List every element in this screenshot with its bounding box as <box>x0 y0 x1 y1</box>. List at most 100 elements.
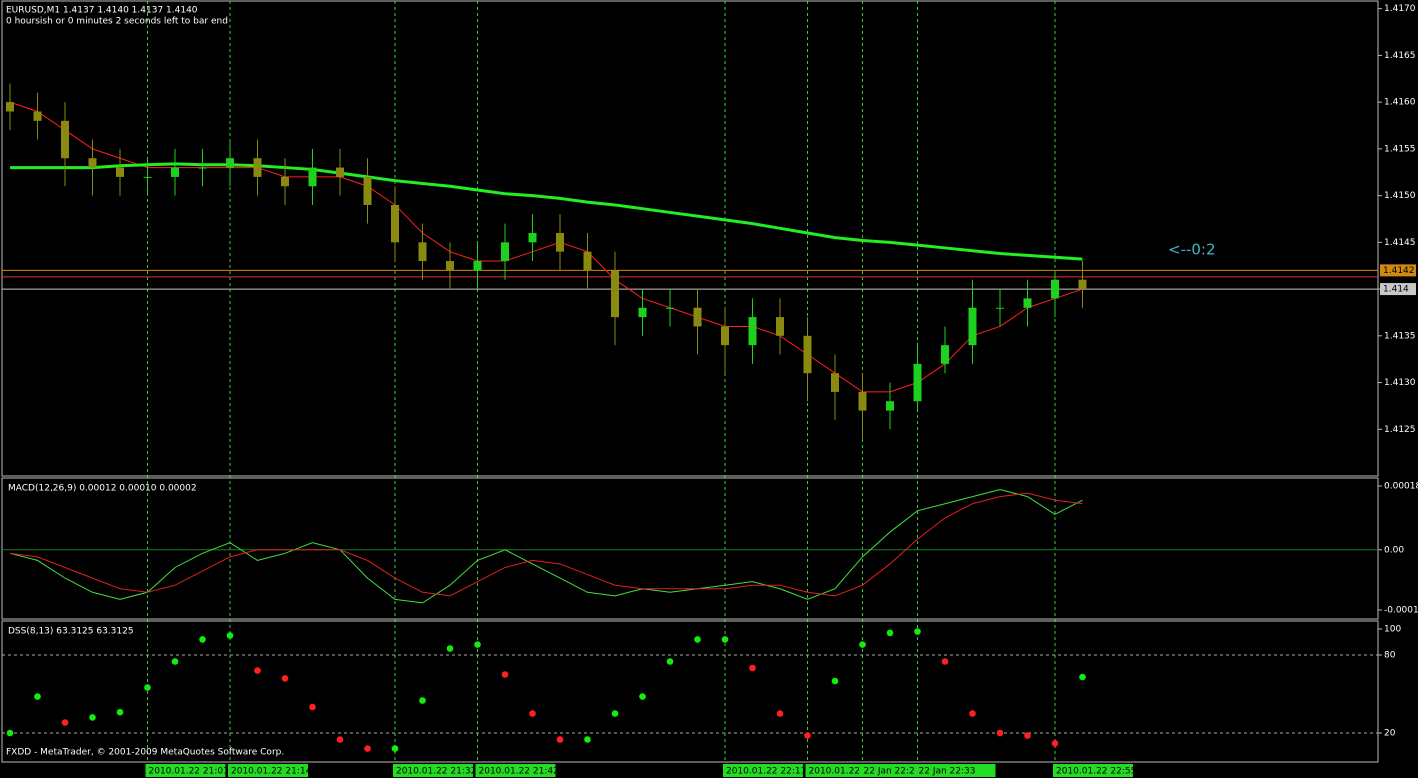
y-tick-label: 1.4155 <box>1384 144 1416 154</box>
candle-body <box>831 373 839 392</box>
dss-dot <box>666 658 674 665</box>
y-tick-label: 1.4125 <box>1384 425 1416 435</box>
dss-dot <box>6 729 14 737</box>
chart-subtitle: 0 hoursish or 0 minutes 2 seconds left t… <box>6 17 228 27</box>
dss-dot <box>336 736 344 743</box>
candle-body <box>88 158 97 168</box>
candle-body <box>391 204 399 243</box>
dss-dot <box>281 675 289 682</box>
dss-dot <box>556 736 564 743</box>
y-tick-label: 0.00 <box>1384 545 1404 555</box>
price-tag-label: 1.4142 <box>1383 266 1415 276</box>
dss-dot <box>254 667 261 674</box>
x-tick-label: 2010.01.22 21:14 <box>231 767 312 777</box>
candle-body <box>308 167 317 187</box>
dss-dot <box>776 710 784 717</box>
y-tick-label: 1.4150 <box>1384 191 1416 201</box>
candle-body <box>913 363 922 402</box>
dss-dot <box>1079 673 1086 681</box>
candle-body <box>886 401 894 411</box>
dss-frame <box>1 620 1379 763</box>
candle-body <box>666 307 674 309</box>
dss-dot <box>996 729 1004 737</box>
candle-body <box>198 167 207 169</box>
candle-body <box>528 232 537 243</box>
y-tick-label: 1.4170 <box>1384 4 1416 14</box>
candle-body <box>61 120 69 159</box>
candle-body <box>611 270 619 318</box>
y-tick-label: 1.4160 <box>1384 98 1416 108</box>
main-frame <box>1 0 1379 477</box>
candle-body <box>418 242 427 262</box>
candle-body <box>776 317 784 336</box>
time-label-bg <box>393 764 473 777</box>
dss-dot <box>639 693 646 700</box>
indicator-line <box>9 101 1083 393</box>
dss-dot <box>529 710 536 717</box>
time-label-bg <box>1053 764 1133 777</box>
y-tick-label: 1.4145 <box>1384 238 1416 248</box>
dss-dot <box>89 714 96 721</box>
candle-body <box>968 307 977 346</box>
candle-body <box>721 326 729 346</box>
indicator-line <box>9 489 1083 604</box>
x-tick-label: 22 Jan 22:33 <box>919 767 976 777</box>
y-tick-label: 1.4130 <box>1384 378 1416 388</box>
candle-body <box>1078 279 1087 290</box>
y-tick-label: 80 <box>1384 651 1396 661</box>
dss-dot <box>364 745 371 752</box>
y-tick-label: 1.4165 <box>1384 51 1416 61</box>
dss-title: DSS(8,13) 63.3125 63.3125 <box>8 627 134 637</box>
y-tick-label: 20 <box>1384 729 1396 739</box>
x-tick-label: 2010.01.22 22:11 <box>726 767 806 777</box>
time-label-bg <box>475 764 556 777</box>
candle-body <box>748 317 757 346</box>
candle-body <box>6 102 14 112</box>
x-tick-label: 2010.01.22 22:55 <box>1056 767 1136 777</box>
candle-body <box>253 158 262 177</box>
dss-dot <box>309 703 316 711</box>
dss-dot <box>969 710 976 717</box>
dss-dot <box>804 732 811 739</box>
dss-dot <box>474 641 481 648</box>
x-tick-label: 22 Jan 22:25 <box>864 767 921 777</box>
candle-body <box>336 167 344 177</box>
dss-dot <box>1051 740 1059 747</box>
candle-body <box>583 251 592 271</box>
dss-dot <box>914 628 921 635</box>
annotation: <--0:2 <box>1168 241 1216 259</box>
dss-dot <box>611 710 619 717</box>
price-tag-label: 1.414 <box>1383 285 1409 295</box>
time-label-bg <box>915 764 996 777</box>
dss-dot <box>61 719 69 726</box>
dss-dot <box>886 629 894 637</box>
indicator-line <box>9 492 1083 597</box>
candle-body <box>226 158 234 168</box>
candle-body <box>363 176 372 205</box>
candle-body <box>638 307 647 318</box>
dss-dot <box>831 677 839 685</box>
time-label-bg <box>723 764 803 777</box>
dss-dot <box>584 736 591 743</box>
dss-dot <box>941 658 949 665</box>
price-tag <box>1380 283 1416 296</box>
dss-dot <box>226 632 234 639</box>
indicator-line <box>10 162 1083 261</box>
dss-dot <box>721 636 729 643</box>
y-tick-label: 1.4135 <box>1384 331 1416 341</box>
macd-title: MACD(12,26,9) 0.00012 0.00010 0.00002 <box>8 484 197 494</box>
x-tick-label: 2010.01.22 22:22 <box>809 767 889 777</box>
dss-dot <box>1024 732 1031 739</box>
dss-dot <box>446 645 454 652</box>
macd-frame <box>1 477 1379 620</box>
dss-dot <box>749 664 756 672</box>
candle-body <box>33 111 42 121</box>
y-tick-label: -0.00017 <box>1384 606 1418 616</box>
y-tick-label: 100 <box>1384 625 1401 635</box>
candle-body <box>446 261 454 271</box>
dss-dot <box>34 693 41 700</box>
y-tick-label: 0.00018 <box>1384 482 1418 492</box>
candle-body <box>171 167 179 177</box>
